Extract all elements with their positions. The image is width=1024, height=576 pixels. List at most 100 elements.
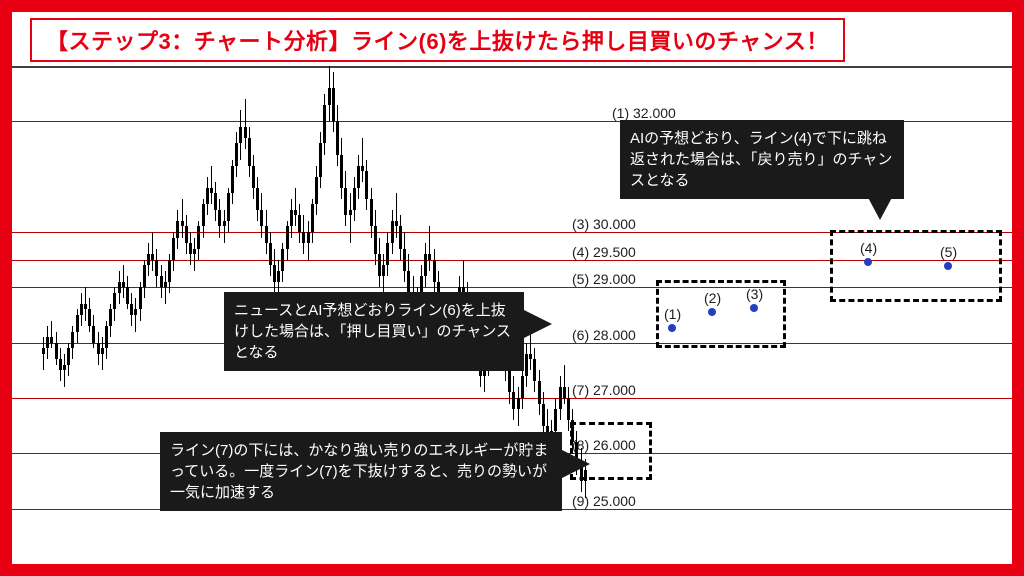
candle-body: [46, 337, 49, 348]
candle-body: [239, 127, 242, 144]
candle-body: [525, 354, 528, 376]
candle-body: [294, 210, 297, 216]
candle-body: [323, 105, 326, 144]
candle-body: [529, 354, 532, 360]
candle-body: [202, 204, 205, 226]
candle-body: [109, 309, 112, 326]
candle-wick: [43, 337, 44, 370]
candle-body: [134, 309, 137, 315]
candle-body: [101, 348, 104, 354]
candle-body: [290, 210, 293, 227]
candle-body: [538, 381, 541, 403]
candle-body: [311, 204, 314, 232]
forecast-dot-label-1: (1): [664, 306, 681, 322]
candle-body: [273, 265, 276, 282]
candle-body: [281, 249, 284, 271]
candle-wick: [245, 99, 246, 149]
forecast-dot-label-4: (4): [860, 240, 877, 256]
candle-body: [67, 348, 70, 365]
candle-body: [130, 304, 133, 315]
candle-body: [298, 215, 301, 232]
forecast-dot-label-2: (2): [704, 290, 721, 306]
candle-body: [433, 260, 436, 282]
candle-body: [361, 166, 364, 172]
candle-body: [50, 337, 53, 343]
candle-body: [307, 232, 310, 243]
candle-body: [563, 387, 566, 398]
candle-body: [210, 188, 213, 194]
candle-body: [80, 304, 83, 315]
candle-body: [84, 304, 87, 310]
candle-body: [248, 138, 251, 166]
candle-body: [319, 143, 322, 176]
candle-body: [386, 243, 389, 265]
forecast-dot-2: [708, 308, 716, 316]
candle-body: [105, 326, 108, 348]
candle-wick: [51, 321, 52, 349]
candle-body: [113, 293, 116, 310]
candle-body: [260, 210, 263, 227]
candle-body: [71, 332, 74, 349]
candle-wick: [211, 166, 212, 205]
candle-body: [302, 232, 305, 243]
candle-body: [139, 287, 142, 309]
price-line-label-7: (7) 27.000: [572, 382, 636, 398]
candle-body: [126, 287, 129, 304]
candle-body: [407, 271, 410, 293]
candle-body: [378, 254, 381, 276]
candle-wick: [135, 298, 136, 331]
candle-body: [235, 143, 238, 165]
candle-wick: [182, 199, 183, 238]
candle-body: [332, 88, 335, 121]
candle-body: [256, 188, 259, 210]
candle-body: [395, 221, 398, 227]
forecast-dot-3: [750, 304, 758, 312]
candle-body: [344, 188, 347, 216]
candle-body: [214, 193, 217, 210]
candle-body: [349, 210, 352, 216]
candle-wick: [362, 138, 363, 182]
candle-body: [353, 188, 356, 210]
candle-body: [88, 309, 91, 326]
candle-body: [155, 260, 158, 277]
candle-wick: [224, 210, 225, 243]
candle-body: [160, 276, 163, 287]
candle-body: [521, 376, 524, 398]
candle-body: [374, 226, 377, 254]
candle-body: [244, 127, 247, 138]
title-bar: 【ステップ3：チャート分析】ライン(6)を上抜けたら押し目買いのチャンス！: [30, 18, 845, 62]
chart-frame: 【ステップ3：チャート分析】ライン(6)を上抜けたら押し目買いのチャンス！ SI…: [0, 0, 1024, 576]
candle-body: [227, 193, 230, 221]
candle-body: [252, 166, 255, 188]
candle-body: [315, 177, 318, 205]
candle-body: [424, 254, 427, 276]
candle-body: [269, 243, 272, 265]
candle-body: [97, 343, 100, 354]
candle-body: [197, 226, 200, 248]
callout-pointer-c3: [562, 450, 590, 478]
candle-body: [340, 155, 343, 188]
candle-body: [164, 282, 167, 288]
forecast-dot-label-5: (5): [940, 244, 957, 260]
candle-body: [391, 221, 394, 243]
candle-body: [189, 243, 192, 254]
candle-wick: [152, 232, 153, 271]
candle-body: [76, 315, 79, 332]
price-line-label-1: (1) 32.000: [612, 105, 676, 121]
candle-wick: [295, 188, 296, 227]
candle-body: [542, 404, 545, 426]
candle-body: [231, 166, 234, 194]
candle-body: [399, 226, 402, 248]
price-line-label-4: (4) 29.500: [572, 244, 636, 260]
candle-body: [428, 254, 431, 260]
candle-body: [533, 359, 536, 381]
candle-wick: [350, 193, 351, 243]
candle-wick: [194, 238, 195, 271]
candle-wick: [429, 226, 430, 270]
candle-body: [336, 121, 339, 154]
candle-body: [382, 265, 385, 276]
forecast-dot-5: [944, 262, 952, 270]
candle-body: [143, 265, 146, 287]
candle-body: [512, 392, 515, 409]
price-line-label-5: (5) 29.000: [572, 271, 636, 287]
